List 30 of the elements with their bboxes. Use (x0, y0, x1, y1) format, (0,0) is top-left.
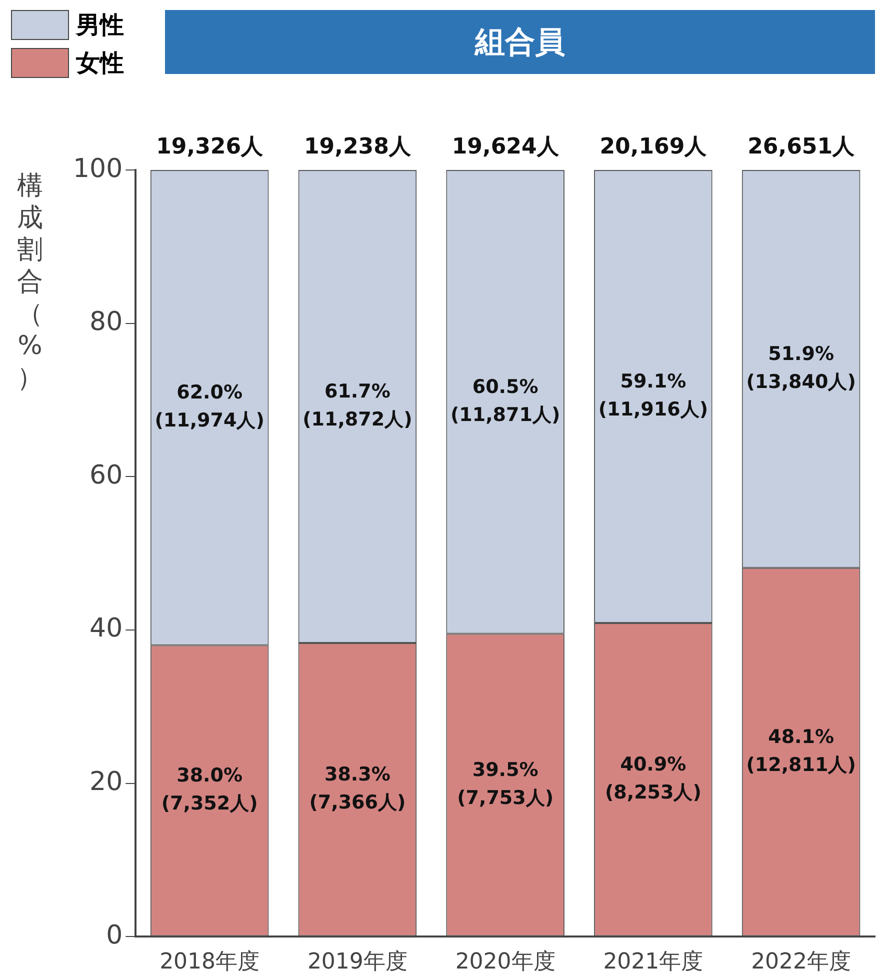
data-label: 38.3% (7,366人) (309, 763, 406, 814)
chart-title: 組合員 (165, 10, 875, 74)
annotation: 19,624人 (452, 134, 560, 160)
y-tick-label: 80 (90, 307, 123, 338)
y-tick-label: 20 (90, 767, 123, 798)
data-label: 59.1% (11,916人) (598, 370, 708, 420)
annotation: 19,326人 (156, 134, 264, 160)
legend-label: 男性 (76, 10, 124, 41)
annotation: 19,238人 (304, 134, 412, 160)
x-tick-label: 2020年度 (455, 950, 556, 975)
y-tick-label: 100 (72, 154, 123, 184)
y-tick-label: 40 (90, 614, 123, 644)
data-label: 40.9% (8,253人) (604, 754, 702, 804)
data-label: 61.7% (11,872人) (302, 380, 412, 430)
data-label: 62.0% (11,974人) (154, 382, 264, 432)
x-tick-label: 2021年度 (603, 950, 704, 975)
data-label: 38.0% (7,352人) (161, 764, 258, 815)
legend-label: 女性 (76, 48, 124, 79)
annotation: 26,651人 (748, 134, 856, 160)
y-tick-label: 60 (90, 460, 123, 490)
data-label: 60.5% (11,871人) (450, 376, 560, 426)
data-label: 51.9% (13,840人) (746, 342, 856, 393)
data-label: 39.5% (7,753人) (457, 758, 554, 809)
y-tick-label: 0 (106, 920, 123, 950)
annotation: 20,169人 (600, 134, 708, 160)
data-label: 48.1% (12,811人) (746, 726, 856, 776)
y-axis-title: 構成割合（%） (16, 170, 44, 394)
x-tick-label: 2022年度 (751, 950, 852, 975)
x-tick-label: 2018年度 (160, 950, 260, 975)
x-tick-label: 2019年度 (307, 950, 408, 975)
